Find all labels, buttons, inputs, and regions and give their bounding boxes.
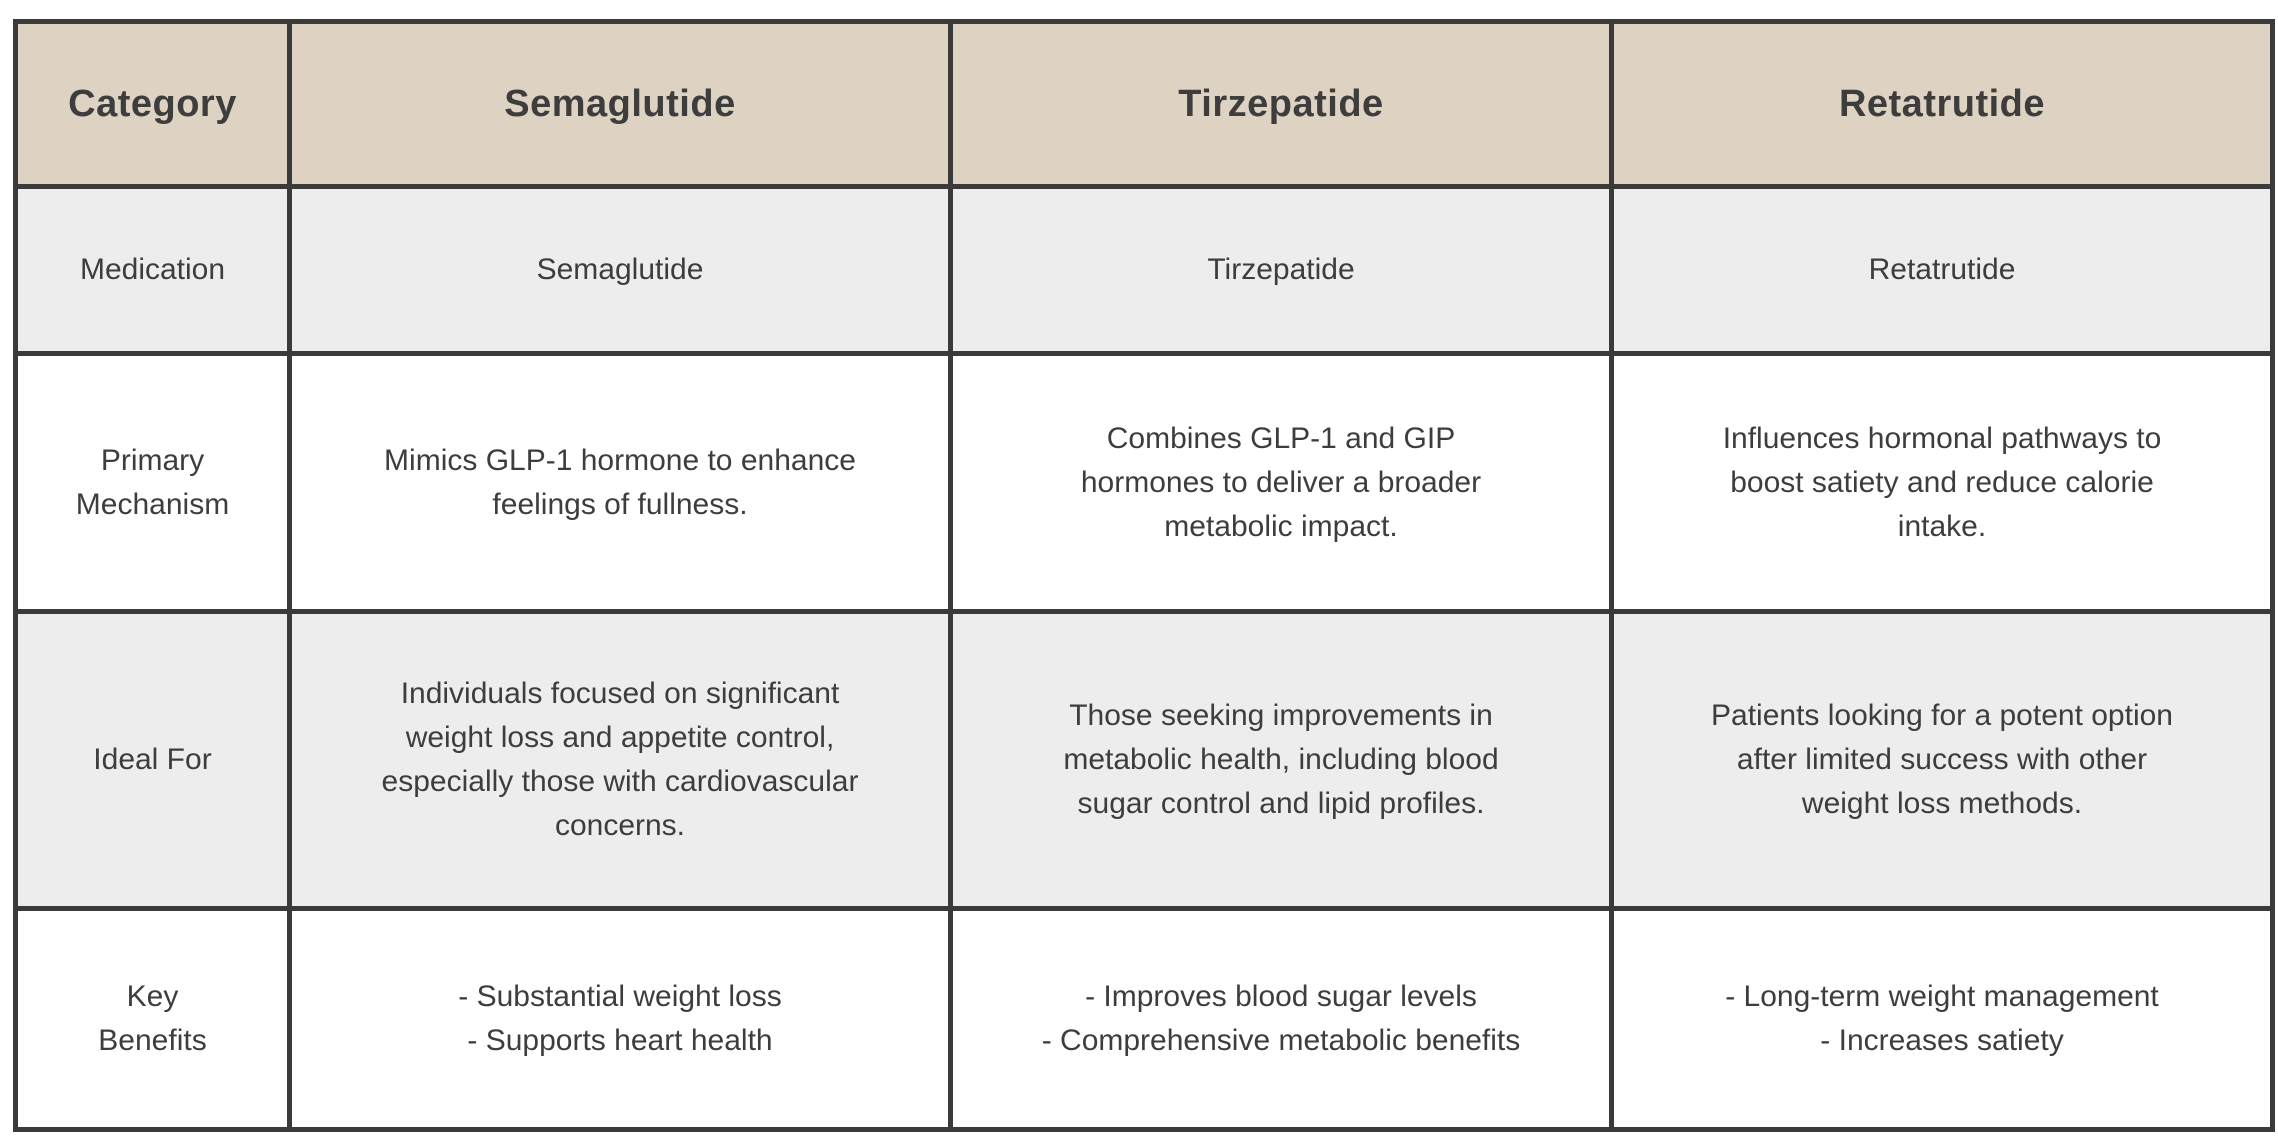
row-medication: Medication Semaglutide Tirzepatide Retat… [13, 184, 2275, 356]
header-row: Category Semaglutide Tirzepatide Retatru… [13, 19, 2275, 189]
header-cell-category: Category [13, 19, 292, 189]
header-cell-tirzepatide: Tirzepatide [948, 19, 1614, 189]
row-primary-mechanism: Primary Mechanism Mimics GLP-1 hormone t… [13, 351, 2275, 614]
row-label-primary-mechanism: Primary Mechanism [13, 351, 292, 614]
row-label-ideal-for: Ideal For [13, 609, 292, 911]
cell-mechanism-semaglutide: Mimics GLP-1 hormone to enhance feelings… [287, 351, 953, 614]
cell-benefits-semaglutide: - Substantial weight loss - Supports hea… [287, 906, 953, 1132]
cell-ideal-tirzepatide: Those seeking improvements in metabolic … [948, 609, 1614, 911]
cell-mechanism-tirzepatide: Combines GLP-1 and GIP hormones to deliv… [948, 351, 1614, 614]
header-cell-semaglutide: Semaglutide [287, 19, 953, 189]
row-label-medication: Medication [13, 184, 292, 356]
cell-ideal-retatrutide: Patients looking for a potent option aft… [1609, 609, 2275, 911]
cell-ideal-semaglutide: Individuals focused on significant weigh… [287, 609, 953, 911]
row-label-key-benefits: Key Benefits [13, 906, 292, 1132]
medication-comparison-table: Category Semaglutide Tirzepatide Retatru… [13, 19, 2275, 1132]
cell-benefits-tirzepatide: - Improves blood sugar levels - Comprehe… [948, 906, 1614, 1132]
cell-medication-semaglutide: Semaglutide [287, 184, 953, 356]
cell-mechanism-retatrutide: Influences hormonal pathways to boost sa… [1609, 351, 2275, 614]
cell-medication-tirzepatide: Tirzepatide [948, 184, 1614, 356]
row-key-benefits: Key Benefits - Substantial weight loss -… [13, 906, 2275, 1132]
row-ideal-for: Ideal For Individuals focused on signifi… [13, 609, 2275, 911]
cell-benefits-retatrutide: - Long-term weight management - Increase… [1609, 906, 2275, 1132]
header-cell-retatrutide: Retatrutide [1609, 19, 2275, 189]
cell-medication-retatrutide: Retatrutide [1609, 184, 2275, 356]
